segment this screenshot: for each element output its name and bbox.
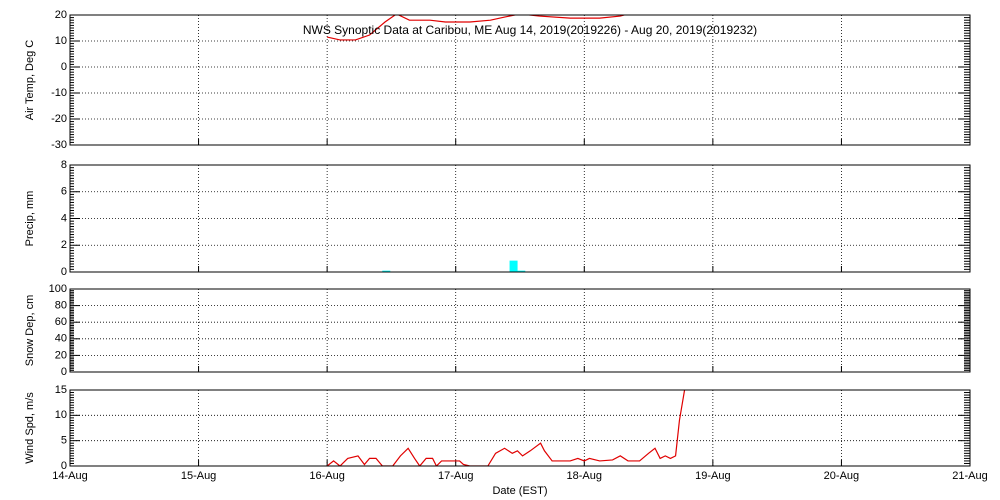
y-axis-label: Air Temp, Deg C: [24, 40, 36, 121]
x-tick-label: 16-Aug: [309, 470, 344, 482]
x-tick-label: 19-Aug: [695, 470, 730, 482]
y-tick-label: -10: [51, 87, 67, 99]
y-axis-label: Precip, mm: [24, 191, 36, 247]
x-tick-label: 21-Aug: [952, 470, 987, 482]
y-tick-label: 8: [61, 159, 67, 171]
chart-title: NWS Synoptic Data at Caribou, ME Aug 14,…: [303, 23, 757, 37]
plot-frame: [69, 288, 971, 373]
y-tick-label: 0: [61, 266, 67, 278]
plot-frame: [69, 14, 971, 146]
x-tick-label: 18-Aug: [567, 470, 602, 482]
bar: [382, 270, 391, 272]
bar: [509, 260, 518, 272]
y-tick-label: 10: [55, 35, 67, 47]
y-tick-label: -20: [51, 113, 67, 125]
y-tick-label: 60: [55, 316, 67, 328]
y-tick-label: 0: [61, 61, 67, 73]
plot-area: [327, 15, 627, 41]
y-tick-label: 10: [55, 409, 67, 421]
plot-frame: [69, 389, 971, 467]
y-tick-label: 5: [61, 435, 67, 447]
y-tick-label: 20: [55, 9, 67, 21]
y-tick-label: 6: [61, 186, 67, 198]
x-tick-label: 20-Aug: [824, 470, 859, 482]
data-line: [326, 390, 686, 466]
y-tick-label: 15: [55, 384, 67, 396]
x-tick-label: 15-Aug: [181, 470, 216, 482]
y-tick-label: -30: [51, 139, 67, 151]
y-tick-label: 0: [61, 366, 67, 378]
y-tick-label: 4: [61, 212, 67, 224]
plot-area: [382, 260, 526, 272]
y-tick-label: 80: [55, 300, 67, 312]
y-tick-label: 100: [49, 283, 67, 295]
bar: [517, 270, 526, 272]
plot-area: [326, 390, 686, 466]
y-tick-label: 2: [61, 239, 67, 251]
x-tick-label: 17-Aug: [438, 470, 473, 482]
data-line: [327, 15, 627, 41]
y-axis-label: Wind Spd, m/s: [24, 392, 36, 464]
x-tick-label: 14-Aug: [52, 470, 87, 482]
y-tick-label: 20: [55, 349, 67, 361]
y-axis-label: Snow Dep, cm: [24, 295, 36, 367]
y-tick-label: 40: [55, 333, 67, 345]
y-tick-label: 0: [61, 460, 67, 472]
plot-frame: [69, 164, 971, 273]
x-axis-label: Date (EST): [492, 485, 547, 497]
